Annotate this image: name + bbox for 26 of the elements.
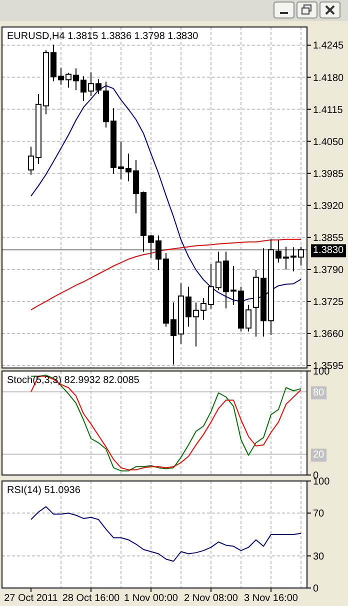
y-tick-label: 70: [313, 508, 325, 520]
y-tick-label: 1.4245: [313, 40, 344, 52]
chart-title: RSI(14) 51.0936: [7, 485, 81, 496]
line-series: [30, 506, 302, 562]
y-tick-label: 30: [313, 551, 325, 562]
ref-line-label: 80: [313, 387, 325, 398]
y-tick-label: 1.3790: [313, 264, 344, 276]
x-tick-label: 28 Oct 16:00: [62, 593, 120, 604]
y-tick-label: 1.3660: [313, 329, 344, 340]
y-tick-label: 1.4050: [313, 136, 344, 148]
y-tick-label: 1.4115: [313, 104, 344, 116]
chart-title: EURUSD,H4 1.3815 1.3836 1.3798 1.3830: [7, 31, 199, 42]
x-tick-label: 3 Nov 16:00: [244, 593, 298, 604]
y-tick-label: 0: [313, 584, 319, 594]
y-tick-label: 100: [313, 476, 330, 488]
x-tick-label: 1 Nov 00:00: [124, 593, 178, 604]
x-tick-label: 2 Nov 08:00: [184, 593, 238, 604]
y-tick-label: 1.3920: [313, 200, 344, 212]
y-tick-label: 1.3855: [313, 232, 344, 244]
line-series: [30, 238, 302, 310]
y-tick-label: 1.3985: [313, 168, 344, 180]
x-tick-label: 27 Oct 2011: [4, 593, 58, 604]
y-tick-label: 1.3725: [313, 296, 344, 308]
ref-line-label: 1.3830: [313, 245, 344, 256]
ref-line-label: 20: [313, 450, 325, 461]
y-tick-label: 1.4180: [313, 72, 344, 84]
